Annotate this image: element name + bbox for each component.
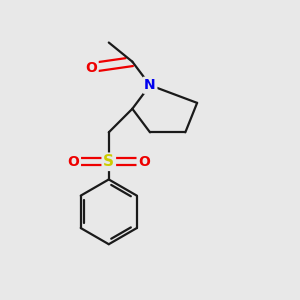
Text: S: S <box>103 154 114 169</box>
Text: O: O <box>85 61 97 75</box>
Text: O: O <box>68 155 80 169</box>
Text: N: N <box>144 78 156 92</box>
Text: O: O <box>138 155 150 169</box>
